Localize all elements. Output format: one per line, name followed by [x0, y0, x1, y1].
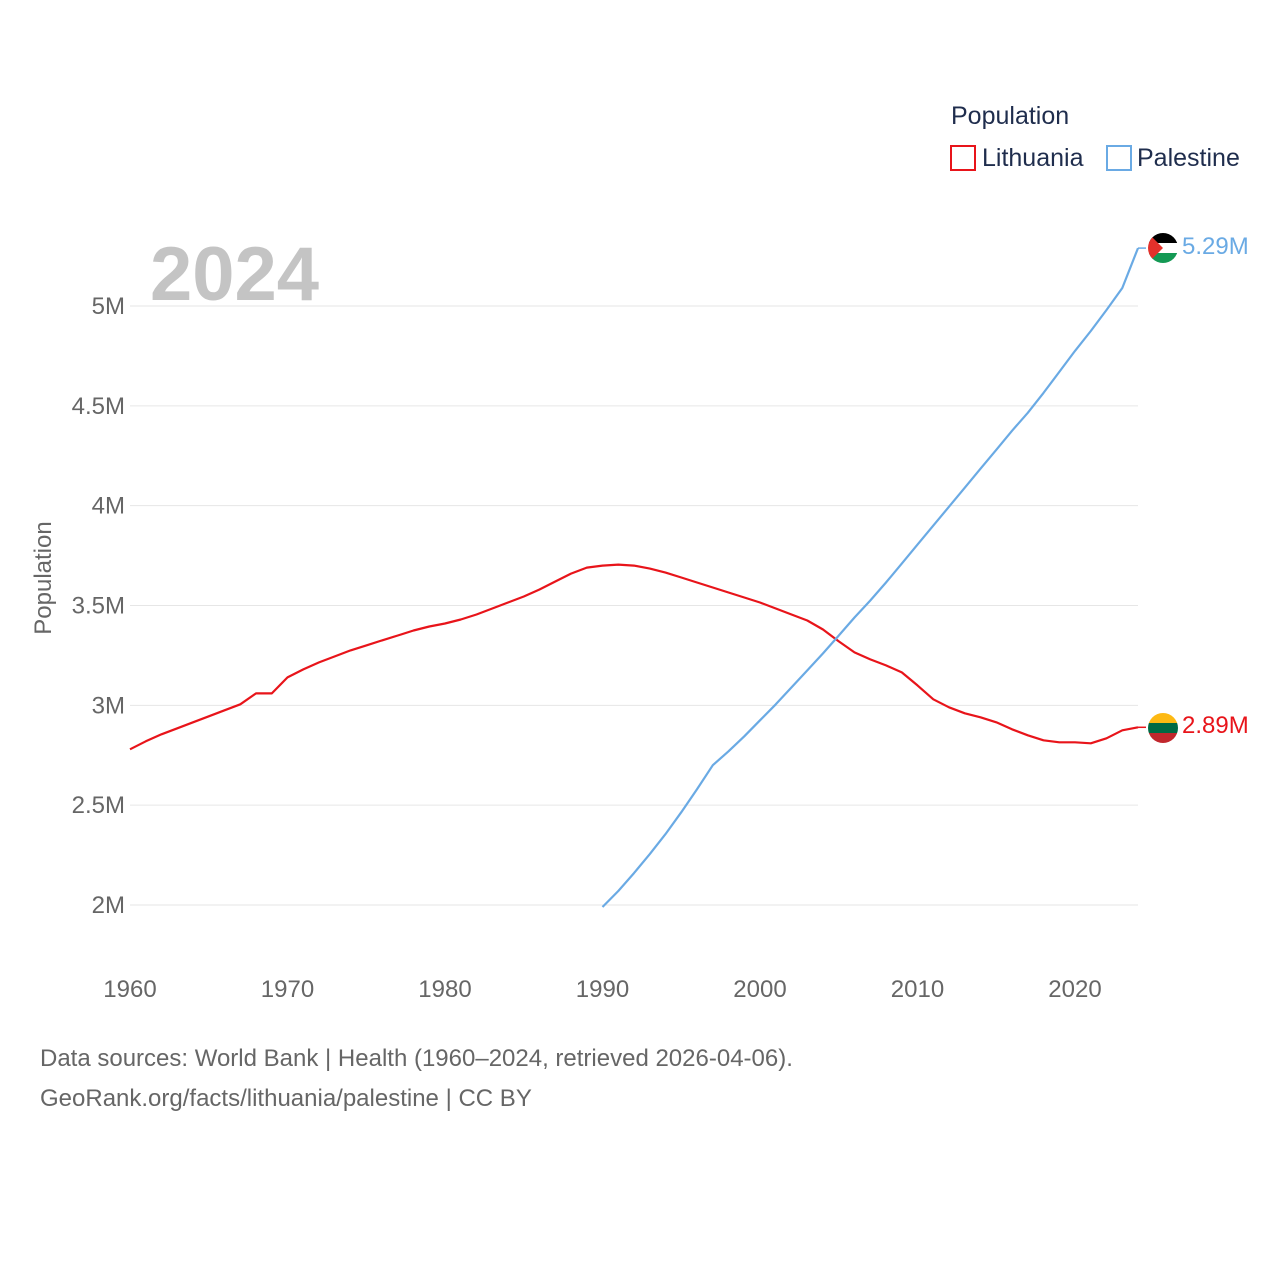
end-label-palestine: 5.29M	[1182, 233, 1249, 260]
end-label-lithuania: 2.89M	[1182, 712, 1249, 739]
data-source-text: Data sources: World Bank | Health (1960–…	[40, 1045, 793, 1072]
x-tick-label: 1990	[576, 976, 629, 1003]
y-axis-ticks: 2M 2.5M 3M 3.5M 4M 4.5M 5M	[72, 293, 125, 919]
y-tick-label: 5M	[92, 293, 125, 320]
legend-item-lithuania[interactable]: Lithuania	[950, 144, 1084, 172]
x-tick-label: 2020	[1048, 976, 1101, 1003]
series-lines	[129, 247, 1146, 908]
year-label: 2024	[150, 232, 319, 317]
x-tick-label: 1980	[418, 976, 471, 1003]
series-line-palestine[interactable]	[601, 247, 1140, 908]
x-tick-label: 2010	[891, 976, 944, 1003]
grid-lines	[130, 305, 1138, 906]
y-tick-label: 4.5M	[72, 393, 125, 420]
legend-label-palestine: Palestine	[1137, 144, 1240, 172]
x-tick-label: 2000	[733, 976, 786, 1003]
x-axis-ticks: 1960 1970 1980 1990 2000 2010 2020	[103, 976, 1101, 1003]
x-tick-label: 1970	[261, 976, 314, 1003]
y-axis-label: Population	[30, 521, 57, 634]
source-link-text[interactable]: GeoRank.org/facts/lithuania/palestine | …	[40, 1085, 532, 1112]
x-tick-label: 1960	[103, 976, 156, 1003]
y-tick-label: 4M	[92, 493, 125, 520]
y-tick-label: 3.5M	[72, 593, 125, 620]
legend[interactable]: Population Lithuania Palestine	[950, 102, 1240, 172]
palestine-flag-icon	[1148, 233, 1178, 263]
series-line-lithuania[interactable]	[129, 563, 1139, 751]
y-tick-label: 3M	[92, 692, 125, 719]
y-tick-label: 2.5M	[72, 792, 125, 819]
legend-title: Population	[951, 102, 1069, 130]
legend-swatch-palestine	[1106, 145, 1132, 171]
legend-label-lithuania: Lithuania	[982, 144, 1084, 172]
legend-item-palestine[interactable]: Palestine	[1106, 144, 1240, 172]
y-tick-label: 2M	[92, 892, 125, 919]
lithuania-flag-icon	[1148, 713, 1178, 743]
legend-swatch-lithuania	[950, 145, 976, 171]
